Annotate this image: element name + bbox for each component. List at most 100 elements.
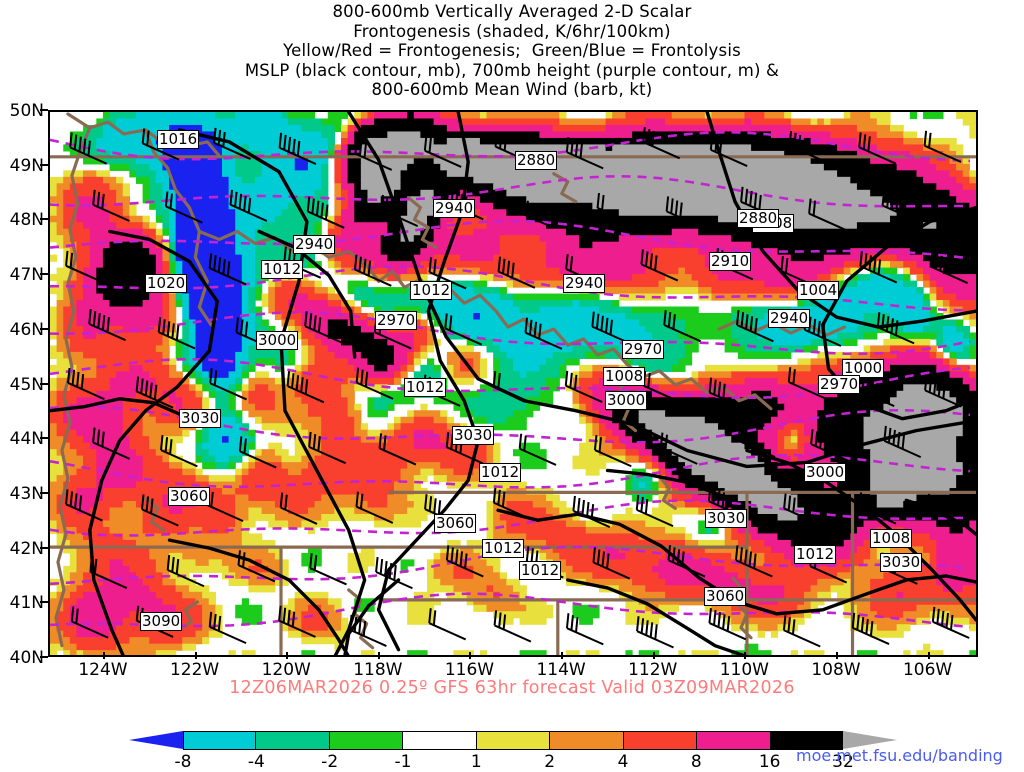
colorbar-band [622, 731, 697, 750]
figure-title: 800-600mb Vertically Averaged 2-D Scalar… [0, 2, 1024, 100]
lat-tick-mark [40, 437, 48, 440]
colorbar-under-arrow [129, 731, 183, 749]
height-contour-label: 3030 [705, 509, 748, 528]
lat-tick-mark [40, 491, 48, 494]
lat-tick-mark [40, 656, 48, 658]
height-contour-label: 3000 [804, 463, 847, 482]
colorbar-tick-label: 4 [617, 752, 629, 772]
colorbar-tick-label: 1 [470, 752, 482, 772]
mslp-contour-label: 1012 [519, 561, 562, 580]
colorbar-bands [183, 731, 843, 750]
lon-tick-label: 122W [169, 660, 220, 680]
title-line-4: MSLP (black contour, mb), 700mb height (… [244, 60, 780, 80]
mslp-contour-label: 1012 [404, 378, 447, 397]
colorbar-tick-label: 2 [544, 752, 556, 772]
lat-tick-label: 48N [9, 210, 44, 231]
mslp-contour-label: 1012 [794, 545, 837, 564]
height-contour-label: 2940 [433, 199, 476, 218]
map-plot-area[interactable]: 1016 1020 1012 1012 1012 1008 1008 1004 1000 1012… [48, 110, 978, 657]
mslp-contour-label: 1008 [603, 367, 646, 386]
colorbar-band [549, 731, 623, 750]
colorbar: -8 -4 -2 -1 1 2 4 8 16 32 [129, 731, 897, 772]
lon-tick-mark [377, 652, 380, 659]
height-contour-label: 3060 [168, 487, 211, 506]
colorbar-band [255, 731, 329, 750]
lon-tick-label: 124W [78, 660, 128, 680]
lon-tick-mark [927, 652, 930, 659]
height-contour-label: 3060 [434, 514, 477, 533]
lon-tick-mark [102, 652, 105, 659]
lat-tick-label: 43N [9, 483, 44, 504]
lat-tick-label: 41N [9, 593, 44, 614]
height-contour-label: 2970 [818, 375, 861, 394]
lat-tick-mark [40, 327, 48, 330]
lon-tick-mark [469, 652, 472, 659]
lon-tick-mark [286, 652, 289, 659]
lon-tick-mark [744, 652, 747, 659]
lon-tick-label: 118W [353, 660, 403, 680]
mslp-contour-label: 1012 [261, 260, 304, 279]
colorbar-band [183, 731, 256, 750]
colorbar-tick-label: -8 [174, 752, 192, 772]
height-contour-label: 3000 [605, 391, 648, 410]
mslp-contour-label: 1012 [410, 281, 453, 300]
mslp-contour-label: 1000 [842, 359, 885, 378]
site-watermark: moe.met.fsu.edu/banding [796, 746, 1003, 765]
lon-tick-label: 110W [719, 660, 769, 680]
lon-tick-label: 106W [902, 660, 953, 680]
lon-tick-mark [561, 652, 564, 659]
lat-tick-label: 47N [9, 265, 44, 286]
height-contour-label: 2940 [768, 309, 811, 328]
lon-tick-label: 112W [628, 660, 678, 680]
colorbar-tick-label: 16 [758, 752, 781, 772]
height-contour-label: 2910 [709, 252, 752, 271]
colorbar-tick-label: -1 [394, 752, 412, 772]
colorbar-band [402, 731, 476, 750]
lon-tick-mark [652, 652, 655, 659]
lat-tick-mark [40, 382, 48, 385]
lat-tick-mark [40, 546, 48, 549]
colorbar-tick-label: -4 [247, 752, 265, 772]
frontogenesis-field [50, 112, 976, 655]
height-contour-label: 3030 [880, 553, 923, 572]
height-contour-label: 2880 [515, 151, 558, 170]
height-contour-label: 3030 [179, 409, 222, 428]
title-line-1: 800-600mb Vertically Averaged 2-D Scalar [332, 2, 692, 21]
title-line-2: Frontogenesis (shaded, K/6hr/100km) [353, 21, 671, 41]
height-contour-label: 2970 [375, 311, 418, 330]
lat-tick-mark [40, 601, 48, 604]
lat-tick-mark [40, 163, 48, 166]
colorbar-over-arrow [843, 731, 897, 749]
mslp-contour-label: 1020 [145, 274, 188, 293]
lon-tick-label: 108W [811, 660, 861, 680]
lat-tick-label: 49N [9, 155, 44, 176]
height-contour-label: 3060 [704, 587, 747, 606]
colorbar-tick-label: 8 [690, 752, 702, 772]
lon-tick-mark [835, 652, 838, 659]
lon-tick-label: 114W [536, 660, 586, 680]
height-contour-label: 3030 [452, 426, 495, 445]
lat-tick-label: 40N [9, 648, 44, 668]
height-contour-label: 3000 [256, 331, 299, 350]
lat-tick-mark [40, 109, 48, 111]
forecast-caption: 12Z06MAR2026 0.25º GFS 63hr forecast Val… [229, 678, 795, 698]
height-contour-label: 2970 [622, 340, 665, 359]
height-contour-label: 2940 [293, 235, 336, 254]
lat-tick-label: 44N [9, 429, 44, 450]
mslp-contour-label: 1012 [482, 539, 525, 558]
height-contour-label: 2940 [563, 274, 606, 293]
colorbar-band [475, 731, 550, 750]
lat-tick-label: 42N [9, 538, 44, 559]
lon-tick-mark [194, 652, 197, 659]
mslp-contour-label: 1012 [479, 463, 522, 482]
title-line-3: Yellow/Red = Frontogenesis; Green/Blue =… [283, 41, 741, 60]
colorbar-tick-label: -2 [321, 752, 339, 772]
lat-tick-mark [40, 273, 48, 276]
colorbar-band [696, 731, 770, 750]
height-contour-label: 3090 [140, 612, 183, 631]
height-contour-label: 2880 [737, 209, 780, 228]
mslp-contour-label: 1008 [870, 529, 913, 548]
lon-tick-label: 116W [444, 660, 495, 680]
mslp-contour-label: 1016 [157, 130, 200, 149]
